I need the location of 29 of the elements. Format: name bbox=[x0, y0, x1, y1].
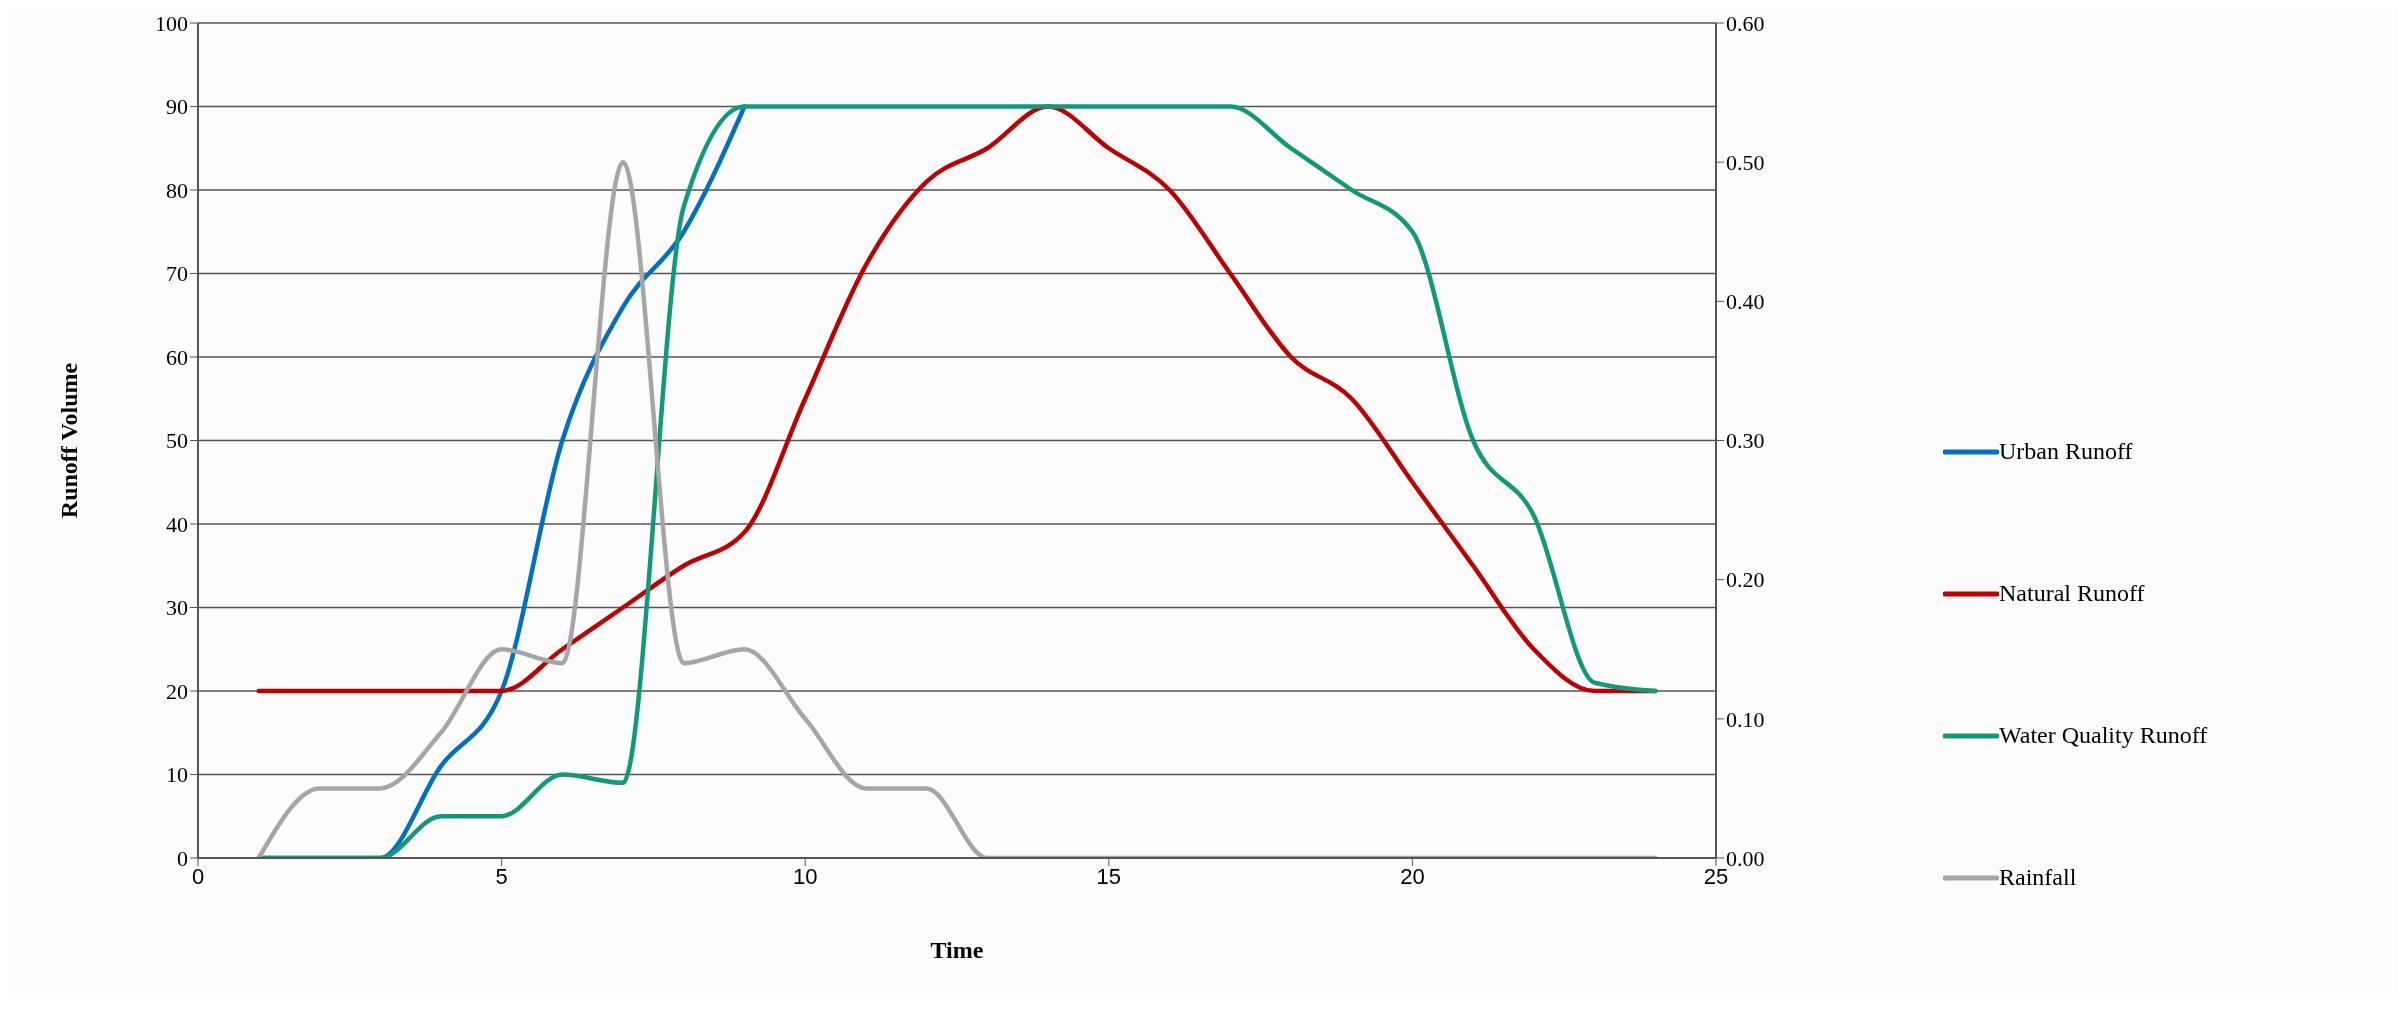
y-tick-label: 20 bbox=[166, 678, 188, 704]
legend-label: Natural Runoff bbox=[1999, 580, 2145, 607]
y-tick-label: 80 bbox=[166, 177, 188, 203]
y-tick-label: 30 bbox=[166, 595, 188, 621]
y2-tick-label: 0.00 bbox=[1726, 845, 1765, 871]
y-tick-label: 50 bbox=[166, 428, 188, 454]
x-tick-label: 20 bbox=[1400, 863, 1425, 889]
x-tick-label: 15 bbox=[1096, 863, 1122, 889]
y-tick-label: 70 bbox=[166, 261, 188, 287]
y-tick-label: 40 bbox=[166, 511, 188, 537]
legend-label: Urban Runoff bbox=[1999, 438, 2133, 465]
y2-tick-label: 0.30 bbox=[1726, 428, 1765, 454]
x-axis-title: Time bbox=[930, 937, 984, 963]
y-tick-label: 60 bbox=[166, 344, 188, 370]
y2-tick-label: 0.50 bbox=[1726, 149, 1765, 175]
legend-label: Water Quality Runoff bbox=[1999, 722, 2208, 749]
y2-tick-label: 0.40 bbox=[1726, 289, 1765, 315]
y-tick-label: 10 bbox=[166, 762, 188, 788]
legend-label: Rainfall bbox=[1999, 864, 2077, 891]
x-tick-label: 5 bbox=[495, 863, 508, 889]
x-tick-label: 0 bbox=[191, 863, 205, 889]
y2-tick-label: 0.10 bbox=[1726, 706, 1765, 732]
x-tick-label: 10 bbox=[792, 863, 818, 889]
y2-tick-label: 0.60 bbox=[1726, 10, 1765, 36]
y2-tick-label: 0.20 bbox=[1726, 567, 1765, 593]
y-axis-title: Runoff Volume bbox=[55, 362, 82, 519]
y-tick-label: 90 bbox=[166, 94, 188, 120]
y-tick-label: 0 bbox=[177, 845, 188, 871]
y-tick-label: 100 bbox=[155, 10, 188, 36]
